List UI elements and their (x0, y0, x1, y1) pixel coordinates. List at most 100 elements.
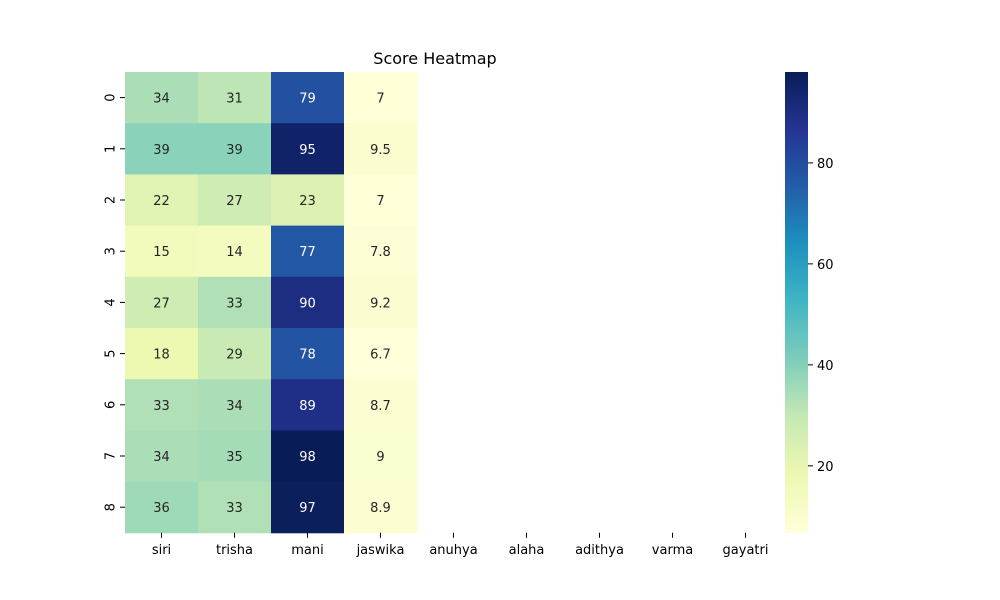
colorbar-tick-label: 20 (817, 460, 834, 475)
heatmap-cell (198, 276, 272, 329)
heatmap-cell (271, 328, 345, 380)
cell-value-label: 90 (299, 296, 316, 311)
cell-value-label: 18 (153, 348, 170, 363)
cell-value-label: 34 (153, 92, 170, 107)
cell-value-label: 9 (376, 450, 384, 465)
cell-value-label: 14 (226, 245, 243, 260)
cell-value-label: 77 (299, 245, 316, 260)
heatmap-cell (125, 328, 199, 380)
heatmap-cell (125, 72, 199, 124)
cell-value-label: 7 (376, 194, 384, 209)
cell-value-label: 36 (153, 501, 170, 516)
heatmap-cell (344, 276, 418, 329)
heatmap-cell (125, 276, 199, 329)
x-tick-label: gayatri (723, 543, 769, 558)
cell-value-label: 95 (299, 143, 316, 158)
y-tick-label: 5 (104, 349, 119, 357)
y-tick-label: 4 (104, 298, 119, 306)
cell-value-label: 89 (299, 399, 316, 414)
heatmap-cell (271, 379, 345, 431)
heatmap-cell (271, 72, 345, 124)
colorbar-tick-label: 40 (817, 359, 834, 374)
x-axis: siri trisha mani jaswika anuhya alaha adithya v… (152, 532, 769, 558)
cell-value-label: 23 (299, 194, 316, 209)
cell-value-label: 8.9 (370, 501, 391, 516)
cell-value-label: 39 (226, 143, 243, 158)
cell-value-label: 7.8 (370, 245, 391, 260)
cell-value-label: 33 (226, 501, 243, 516)
cell-value-label: 98 (299, 450, 316, 465)
y-tick-label: 8 (104, 503, 119, 511)
heatmap-cells: 34 31 79 739 39 95 9.522 27 23 715 14 77 7.827 33 90 9.… (125, 72, 418, 534)
y-tick-label: 3 (104, 247, 119, 255)
cell-value-label: 34 (153, 450, 170, 465)
heatmap-cell (125, 225, 199, 278)
cell-value-label: 39 (153, 143, 170, 158)
heatmap-cell (271, 430, 345, 483)
heatmap-cell (344, 481, 418, 534)
x-tick-label: varma (652, 543, 693, 558)
y-tick-label: 6 (104, 401, 119, 409)
cell-value-label: 97 (299, 501, 316, 516)
y-tick-label: 7 (104, 452, 119, 460)
heatmap-cell (198, 379, 272, 431)
heatmap-cell (198, 328, 272, 380)
x-tick-label: jaswika (356, 543, 405, 558)
cell-value-label: 79 (299, 92, 316, 107)
heatmap-cell (271, 225, 345, 278)
heatmap-cell (125, 174, 199, 227)
heatmap-cell (344, 328, 418, 380)
y-tick-label: 0 (104, 93, 119, 101)
heatmap-cell (125, 123, 199, 175)
colorbar-ticks: 20 40 60 80 (808, 157, 834, 475)
heatmap-cell (271, 123, 345, 175)
cell-value-label: 6.7 (370, 348, 391, 363)
heatmap-cell (125, 379, 199, 431)
cell-value-label: 27 (153, 296, 170, 311)
y-tick-label: 2 (104, 196, 119, 204)
heatmap-cell (198, 72, 272, 124)
heatmap-cell (198, 481, 272, 534)
colorbar: 20 40 60 80 (785, 72, 834, 533)
heatmap-cell (198, 174, 272, 227)
heatmap-cell (344, 379, 418, 431)
heatmap-cell (344, 430, 418, 483)
y-axis: 0 1 2 3 4 5 6 7 8 (104, 93, 125, 511)
heatmap-cell (344, 225, 418, 278)
heatmap-cell (271, 174, 345, 227)
y-tick-label: 1 (104, 145, 119, 153)
heatmap-cell (198, 123, 272, 175)
cell-value-label: 33 (226, 296, 243, 311)
colorbar-tick-label: 80 (817, 157, 834, 172)
x-tick-label: siri (152, 543, 171, 558)
heatmap-cell (198, 430, 272, 483)
heatmap-cell (125, 481, 199, 534)
chart-title: Score Heatmap (373, 49, 496, 68)
cell-value-label: 29 (226, 348, 243, 363)
cell-value-label: 27 (226, 194, 243, 209)
heatmap-cell (344, 72, 418, 124)
cell-value-label: 7 (376, 92, 384, 107)
x-tick-label: trisha (216, 543, 253, 558)
colorbar-tick-label: 60 (817, 258, 834, 273)
heatmap-cell (344, 123, 418, 175)
cell-value-label: 15 (153, 245, 170, 260)
heatmap-cell (271, 276, 345, 329)
heatmap-cell (198, 225, 272, 278)
cell-value-label: 35 (226, 450, 243, 465)
cell-value-label: 22 (153, 194, 170, 209)
colorbar-scale (785, 72, 808, 533)
x-tick-label: anuhya (429, 543, 477, 558)
cell-value-label: 9.2 (370, 296, 391, 311)
cell-value-label: 78 (299, 348, 316, 363)
cell-value-label: 9.5 (370, 143, 391, 158)
x-tick-label: mani (291, 543, 323, 558)
cell-value-label: 34 (226, 399, 243, 414)
cell-value-label: 8.7 (370, 399, 391, 414)
x-tick-label: alaha (509, 543, 545, 558)
heatmap-cell (344, 174, 418, 227)
x-tick-label: adithya (575, 543, 624, 558)
cell-value-label: 33 (153, 399, 170, 414)
cell-value-label: 31 (226, 92, 243, 107)
